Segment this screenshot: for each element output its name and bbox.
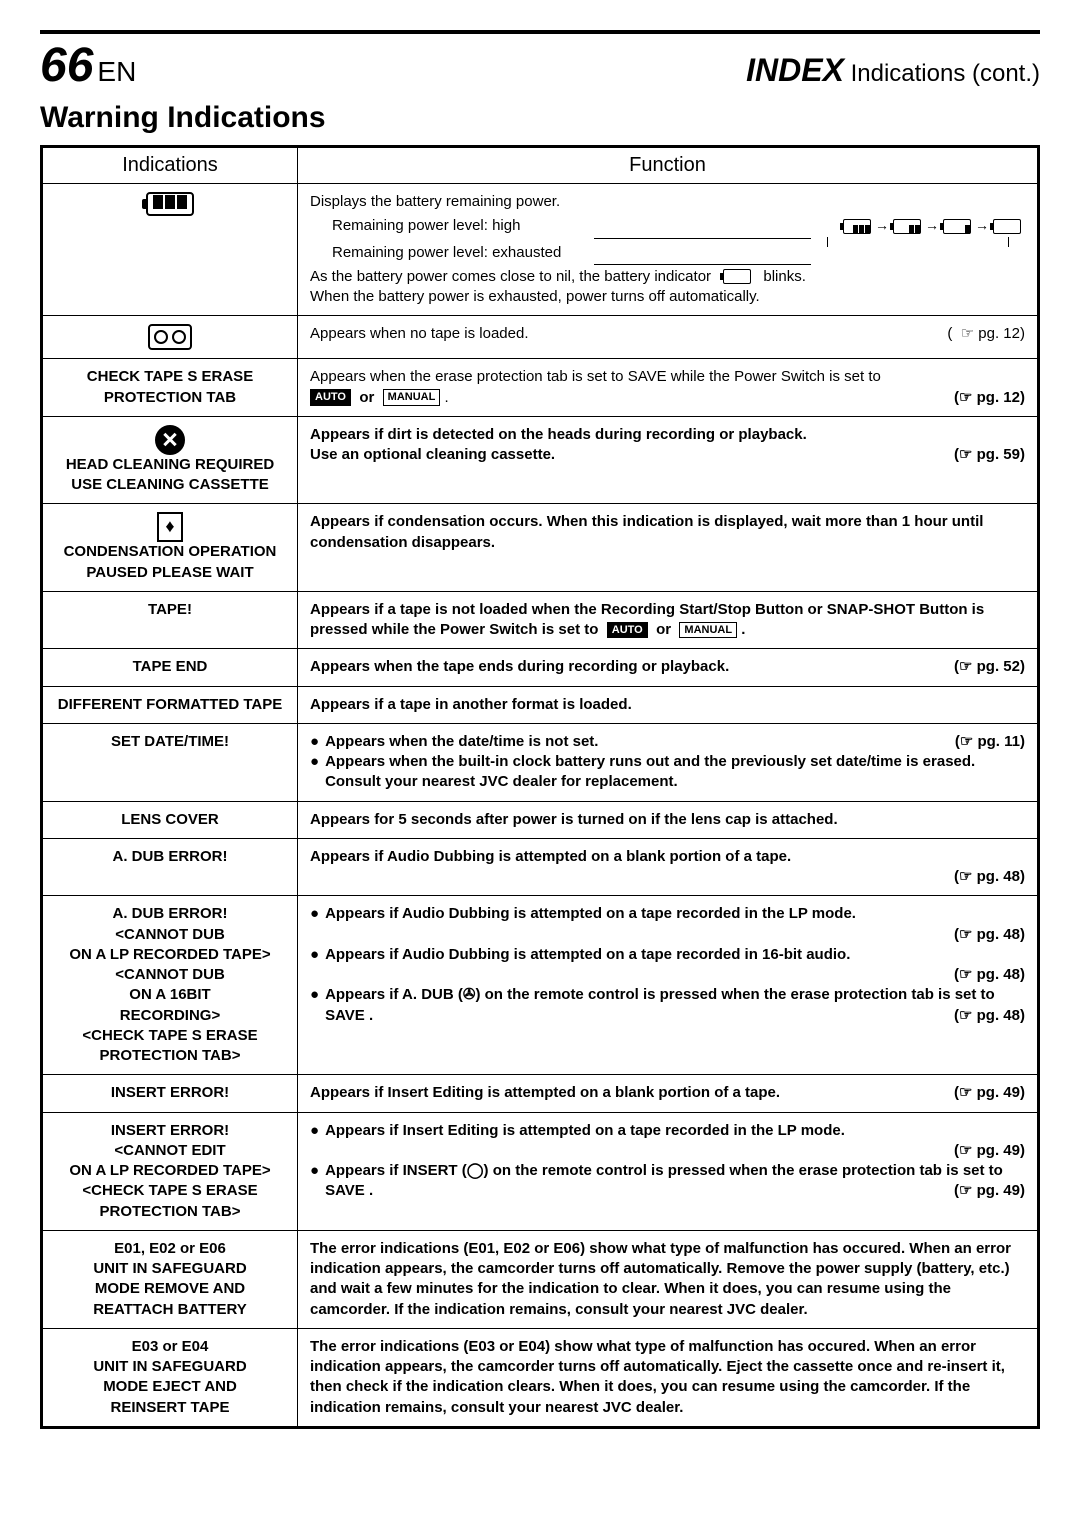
col-function: Function bbox=[298, 147, 1039, 184]
row-head: HEAD CLEANING REQUIRED USE CLEANING CASS… bbox=[42, 416, 1039, 504]
row-adub1: A. DUB ERROR! Appears if Audio Dubbing i… bbox=[42, 838, 1039, 896]
fn-e03: The error indications (E03 or E04) show … bbox=[298, 1328, 1039, 1427]
row-diff: DIFFERENT FORMATTED TAPE Appears if a ta… bbox=[42, 686, 1039, 723]
manual-badge: MANUAL bbox=[383, 389, 441, 406]
fn-adub2: ● Appears if Audio Dubbing is attempted … bbox=[298, 896, 1039, 1075]
ind-battery bbox=[42, 184, 298, 316]
batt-high-label: Remaining power level: high bbox=[332, 214, 592, 238]
dub-icon: ✇ bbox=[463, 986, 476, 1003]
page-header: 66EN INDEX Indications (cont.) bbox=[40, 38, 1040, 93]
ind-notape bbox=[42, 316, 298, 359]
row-notape: Appears when no tape is loaded. ( ☞ pg. … bbox=[42, 316, 1039, 359]
ref-ins1: (☞ pg. 49) bbox=[954, 1083, 1025, 1103]
ind-head: HEAD CLEANING REQUIRED USE CLEANING CASS… bbox=[42, 416, 298, 504]
row-lens: LENS COVER Appears for 5 seconds after p… bbox=[42, 801, 1039, 838]
index-word: INDEX bbox=[746, 52, 844, 88]
battery-icon bbox=[146, 192, 194, 216]
battery-note2: When the battery power is exhausted, pow… bbox=[310, 287, 1025, 307]
row-erase: CHECK TAPE S ERASE PROTECTION TAB Appear… bbox=[42, 359, 1039, 417]
ind-lens: LENS COVER bbox=[42, 801, 298, 838]
ref-date1: (☞ pg. 11) bbox=[955, 732, 1025, 752]
ref-adub1: (☞ pg. 48) bbox=[310, 867, 1025, 887]
fn-ins1: Appears if Insert Editing is attempted o… bbox=[298, 1075, 1039, 1112]
ind-erase: CHECK TAPE S ERASE PROTECTION TAB bbox=[42, 359, 298, 417]
ind-e03: E03 or E04 UNIT IN SAFEGUARD MODE EJECT … bbox=[42, 1328, 298, 1427]
ind-e01: E01, E02 or E06 UNIT IN SAFEGUARD MODE R… bbox=[42, 1230, 298, 1328]
ind-diff: DIFFERENT FORMATTED TAPE bbox=[42, 686, 298, 723]
col-indications: Indications bbox=[42, 147, 298, 184]
auto-badge: AUTO bbox=[310, 389, 351, 406]
section-title: Warning Indications bbox=[40, 101, 1040, 135]
warning-table: Indications Function Displays the batter… bbox=[40, 145, 1040, 1429]
page-lang: EN bbox=[97, 56, 136, 87]
row-tape: TAPE! Appears if a tape is not loaded wh… bbox=[42, 591, 1039, 649]
index-sub: Indications (cont.) bbox=[851, 60, 1040, 87]
ind-ins1: INSERT ERROR! bbox=[42, 1075, 298, 1112]
fn-notape: Appears when no tape is loaded. ( ☞ pg. … bbox=[298, 316, 1039, 359]
row-tapeend: TAPE END Appears when the tape ends duri… bbox=[42, 649, 1039, 686]
x-icon bbox=[155, 425, 185, 455]
fn-e01: The error indications (E01, E02 or E06) … bbox=[298, 1230, 1039, 1328]
fn-adub1: Appears if Audio Dubbing is attempted on… bbox=[298, 838, 1039, 896]
fn-lens: Appears for 5 seconds after power is tur… bbox=[298, 801, 1039, 838]
index-title: INDEX Indications (cont.) bbox=[746, 52, 1040, 89]
fn-tapeend: Appears when the tape ends during record… bbox=[298, 649, 1039, 686]
insert-icon: ◯ bbox=[467, 1162, 484, 1179]
page-number-block: 66EN bbox=[40, 38, 136, 93]
fn-ins2: ● Appears if Insert Editing is attempted… bbox=[298, 1112, 1039, 1230]
fn-diff: Appears if a tape in another format is l… bbox=[298, 686, 1039, 723]
row-battery: Displays the battery remaining power. Re… bbox=[42, 184, 1039, 316]
ref-notape: ( ☞ pg. 12) bbox=[947, 324, 1025, 344]
row-adub2: A. DUB ERROR! <CANNOT DUB ON A LP RECORD… bbox=[42, 896, 1039, 1075]
row-e03: E03 or E04 UNIT IN SAFEGUARD MODE EJECT … bbox=[42, 1328, 1039, 1427]
fn-battery: Displays the battery remaining power. Re… bbox=[298, 184, 1039, 316]
fn-erase: Appears when the erase protection tab is… bbox=[298, 359, 1039, 417]
row-ins1: INSERT ERROR! Appears if Insert Editing … bbox=[42, 1075, 1039, 1112]
batt-sequence: →→→ bbox=[813, 214, 1023, 265]
row-e01: E01, E02 or E06 UNIT IN SAFEGUARD MODE R… bbox=[42, 1230, 1039, 1328]
ind-adub1: A. DUB ERROR! bbox=[42, 838, 298, 896]
fn-date: ● Appears when the date/time is not set.… bbox=[298, 723, 1039, 801]
ind-date: SET DATE/TIME! bbox=[42, 723, 298, 801]
auto-badge: AUTO bbox=[607, 622, 648, 639]
ref-head: (☞ pg. 59) bbox=[954, 445, 1025, 465]
drop-icon: ♦ bbox=[157, 512, 183, 542]
fn-tape: Appears if a tape is not loaded when the… bbox=[298, 591, 1039, 649]
batt-low-label: Remaining power level: exhausted bbox=[332, 241, 592, 265]
ind-cond: ♦ CONDENSATION OPERATION PAUSED PLEASE W… bbox=[42, 504, 298, 592]
header-rule bbox=[40, 30, 1040, 34]
tape-icon bbox=[148, 324, 192, 350]
battery-title: Displays the battery remaining power. bbox=[310, 192, 1025, 212]
row-ins2: INSERT ERROR! <CANNOT EDIT ON A LP RECOR… bbox=[42, 1112, 1039, 1230]
row-date: SET DATE/TIME! ● Appears when the date/t… bbox=[42, 723, 1039, 801]
ind-adub2: A. DUB ERROR! <CANNOT DUB ON A LP RECORD… bbox=[42, 896, 298, 1075]
ind-tape: TAPE! bbox=[42, 591, 298, 649]
fn-cond: Appears if condensation occurs. When thi… bbox=[298, 504, 1039, 592]
fn-head: Appears if dirt is detected on the heads… bbox=[298, 416, 1039, 504]
manual-badge: MANUAL bbox=[679, 622, 737, 639]
ind-tapeend: TAPE END bbox=[42, 649, 298, 686]
ref-tapeend: (☞ pg. 52) bbox=[954, 657, 1025, 677]
row-cond: ♦ CONDENSATION OPERATION PAUSED PLEASE W… bbox=[42, 504, 1039, 592]
ref-erase: (☞ pg. 12) bbox=[954, 388, 1025, 408]
ind-ins2: INSERT ERROR! <CANNOT EDIT ON A LP RECOR… bbox=[42, 1112, 298, 1230]
battery-note1: As the battery power comes close to nil,… bbox=[310, 267, 1025, 287]
battery-empty-icon bbox=[723, 269, 751, 284]
battery-levels: Remaining power level: high →→→ Remainin… bbox=[330, 212, 1025, 267]
page-number: 66 bbox=[40, 39, 93, 92]
